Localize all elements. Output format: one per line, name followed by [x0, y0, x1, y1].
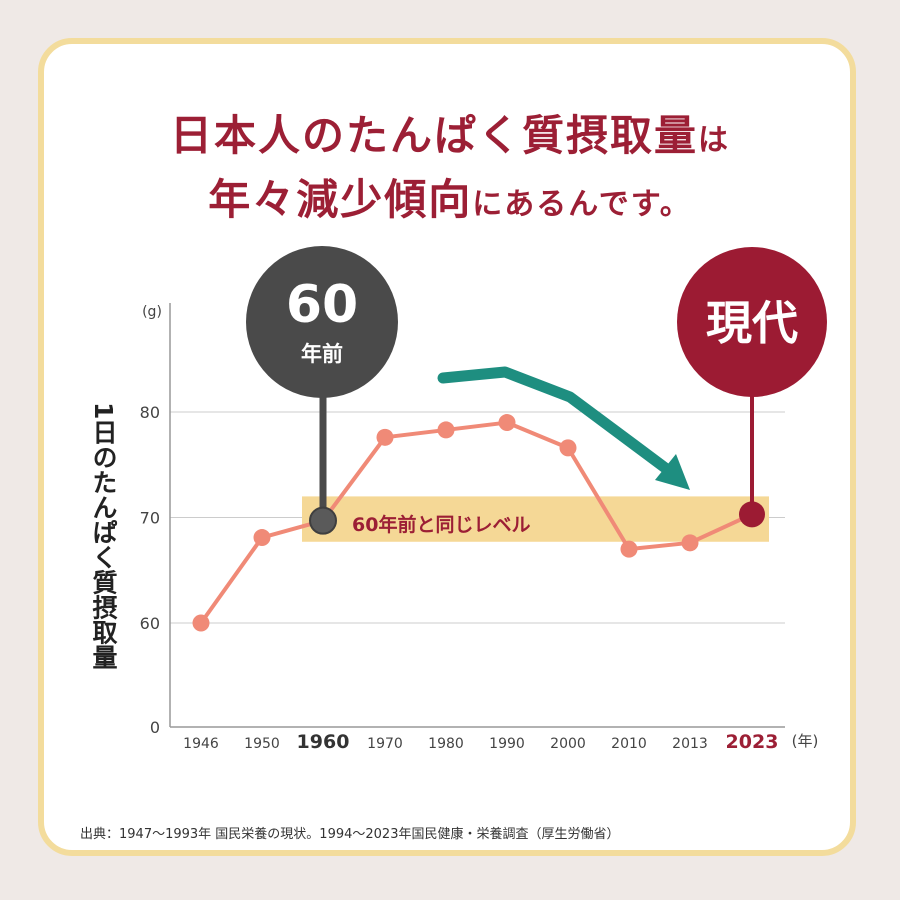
data-point: [253, 529, 271, 547]
series-line: [199, 420, 753, 625]
headline-tail-1: は: [698, 123, 730, 158]
highlight-band: [302, 496, 769, 542]
x-unit-label: (年): [792, 732, 819, 750]
x-tick-label: 1990: [489, 736, 525, 752]
headline-line-1: 日本人のたんぱく質摂取量は: [0, 102, 900, 163]
x-tick-label: 2023: [726, 731, 779, 753]
y-tick-label: 60: [140, 614, 160, 633]
source-note: 出典：1947〜1993年 国民栄養の現状。1994〜2023年国民健康・栄養調…: [80, 827, 620, 842]
y-tick-label: 70: [140, 509, 160, 528]
data-point-1960: [309, 506, 337, 535]
past-callout-number: 60: [286, 275, 358, 335]
headline-main-2: 年々減少傾向: [208, 175, 473, 224]
data-point: [498, 414, 516, 432]
band-label: 60年前と同じレベル: [352, 513, 530, 536]
trend-arrow-head: [655, 454, 690, 490]
x-tick-label: 1950: [244, 736, 280, 752]
data-point: [681, 534, 699, 552]
x-tick-label: 2010: [611, 736, 647, 752]
x-tick-label: 2013: [672, 736, 708, 752]
data-point: [376, 428, 394, 446]
y-axis-label: 1日のたんぱく質摂取量: [89, 402, 118, 670]
trend-arrow-shaft: [437, 366, 674, 476]
past-callout-bubble: [246, 246, 398, 398]
headline-tail-2: にあるんです。: [472, 187, 692, 222]
x-tick-label: 1960: [297, 731, 350, 753]
y-unit-label: (g): [142, 304, 162, 320]
headline-line-2: 年々減少傾向にあるんです。: [0, 166, 900, 227]
data-point-2023: [739, 501, 765, 528]
now-callout-label: 現代: [706, 296, 798, 350]
past-callout-unit: 年前: [301, 342, 343, 366]
y-tick-label: 80: [140, 403, 160, 422]
data-point: [620, 540, 638, 558]
data-point: [192, 614, 210, 632]
x-tick-label: 2000: [550, 736, 586, 752]
data-point: [559, 439, 577, 457]
card: [38, 38, 856, 856]
y-tick-label: 0: [150, 718, 160, 737]
headline-main-1: 日本人のたんぱく質摂取量: [169, 111, 698, 160]
now-callout-bubble: [677, 247, 827, 397]
x-tick-label: 1980: [428, 736, 464, 752]
data-point: [437, 421, 455, 439]
x-tick-label: 1970: [367, 736, 403, 752]
x-tick-label: 1946: [183, 736, 219, 752]
